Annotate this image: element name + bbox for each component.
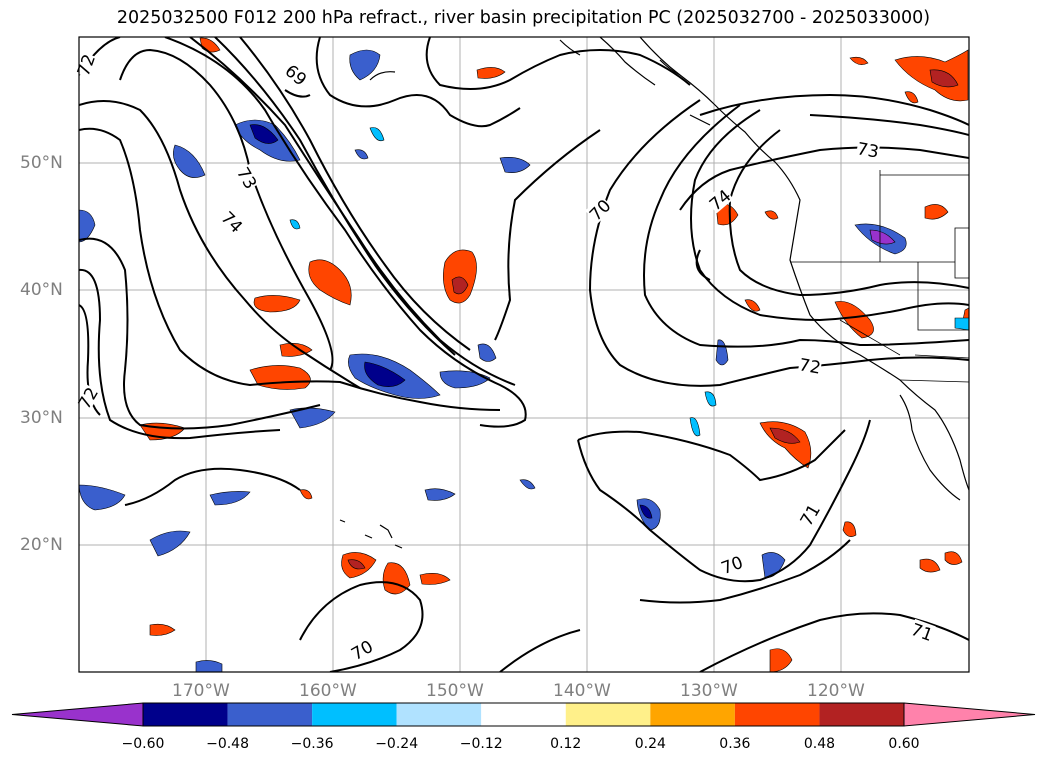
svg-text:73: 73: [855, 139, 880, 162]
map-frame: [78, 36, 970, 673]
colorbar: [11, 702, 1036, 727]
colorbar-bin: [227, 703, 313, 726]
colorbar-bin: [734, 703, 820, 726]
colorbar-tick-label: −0.48: [206, 736, 249, 752]
svg-text:72: 72: [797, 355, 822, 378]
colorbar-tick-label: −0.12: [459, 736, 503, 752]
colorbar-bin: [312, 703, 397, 726]
colorbar-tick-label: 0.48: [803, 736, 836, 752]
colorbar-bin: [565, 703, 651, 726]
map-background: [79, 37, 969, 672]
lon-label-130w: 130°W: [680, 681, 738, 701]
map-title: 2025032500 F012 200 hPa refract., river …: [116, 8, 931, 28]
colorbar-bin: [650, 703, 735, 726]
colorbar-tick-label: −0.36: [290, 736, 334, 752]
lon-label-150w: 150°W: [426, 681, 484, 701]
colorbar-tick-label: 0.60: [888, 736, 920, 752]
coastlines: [339, 37, 969, 549]
lat-label-30n: 30°N: [20, 408, 63, 428]
refractivity-contours: [79, 37, 969, 672]
colorbar-tick-label: −0.24: [375, 736, 419, 752]
lon-label-120w: 120°W: [807, 681, 865, 701]
lon-label-160w: 160°W: [299, 681, 357, 701]
political-borders: [790, 170, 969, 383]
colorbar-outline: [142, 702, 905, 727]
lon-label-170w: 170°W: [172, 681, 230, 701]
colorbar-tick-label: 0.24: [634, 736, 666, 752]
colorbar-bin: [143, 703, 228, 726]
contour-label: 72: [797, 354, 823, 379]
colorbar-bin: [396, 703, 482, 726]
lat-label-40n: 40°N: [20, 280, 63, 300]
colorbar-bin: [819, 703, 904, 726]
lon-label-140w: 140°W: [553, 681, 611, 701]
contour-label: 73: [855, 138, 881, 163]
positive-anomaly-patches: [139, 37, 969, 672]
lat-label-20n: 20°N: [20, 535, 63, 555]
colorbar-bin: [481, 703, 566, 726]
colorbar-tick-label: 0.36: [719, 736, 751, 752]
lat-label-50n: 50°N: [20, 153, 63, 173]
colorbar-extend-low: [11, 702, 144, 727]
colorbar-tick-label: −0.60: [121, 736, 165, 752]
colorbar-tick-label: 0.12: [550, 736, 582, 752]
colorbar-extend-high: [903, 702, 1036, 727]
